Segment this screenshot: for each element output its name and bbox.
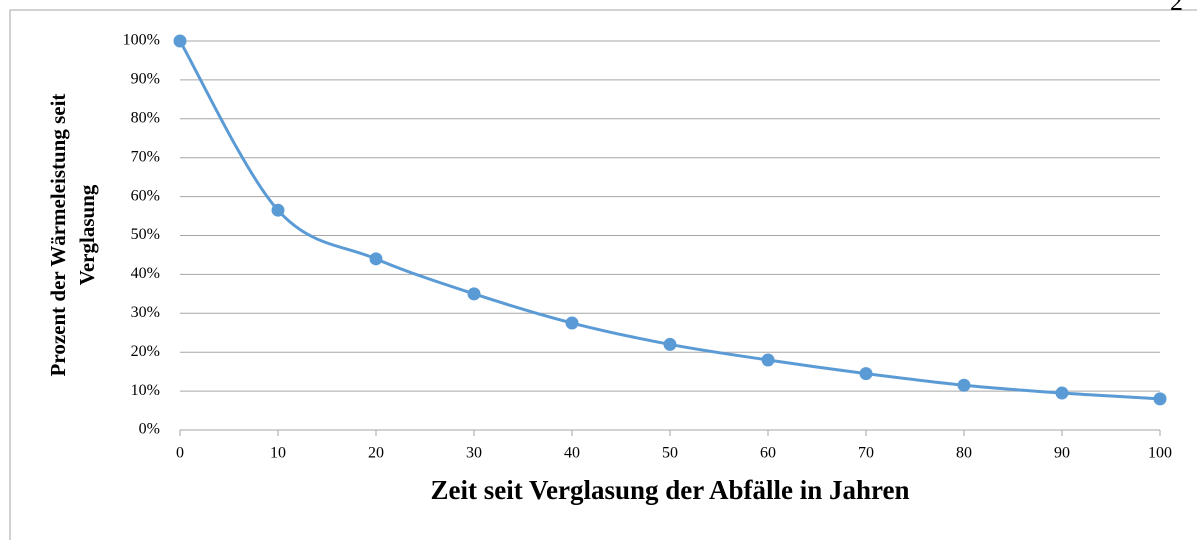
marker	[467, 287, 481, 301]
x-tick-label: 40	[564, 445, 580, 462]
y-tick-label: 90%	[131, 71, 160, 88]
y-tick-label: 80%	[131, 109, 160, 126]
y-axis-title: Verglasung	[75, 184, 99, 285]
x-tick-label: 80	[956, 445, 972, 462]
x-tick-label: 100	[1148, 445, 1172, 462]
y-tick-label: 40%	[131, 265, 160, 282]
marker	[1055, 386, 1069, 400]
marker	[369, 252, 383, 266]
y-tick-label: 100%	[123, 32, 160, 49]
marker	[173, 34, 187, 48]
x-tick-label: 0	[176, 445, 184, 462]
chart-frame	[9, 9, 1197, 540]
x-tick-label: 30	[466, 445, 482, 462]
x-tick-label: 60	[760, 445, 776, 462]
y-tick-label: 70%	[131, 148, 160, 165]
y-tick-label: 30%	[131, 304, 160, 321]
marker	[1153, 392, 1167, 406]
y-tick-label: 0%	[139, 421, 160, 438]
x-tick-label: 90	[1054, 445, 1070, 462]
marker	[761, 353, 775, 367]
y-tick-label: 50%	[131, 226, 160, 243]
marker	[957, 378, 971, 392]
x-tick-label: 10	[270, 445, 286, 462]
page-number: 2	[1170, 0, 1183, 16]
x-axis-title: Zeit seit Verglasung der Abfälle in Jahr…	[430, 475, 909, 505]
marker	[859, 367, 873, 381]
y-axis-title: Prozent der Wärmeleistung seit	[46, 94, 70, 377]
marker	[565, 316, 579, 330]
x-tick-label: 70	[858, 445, 874, 462]
y-tick-label: 60%	[131, 187, 160, 204]
y-tick-label: 10%	[131, 382, 160, 399]
marker	[663, 337, 677, 351]
marker	[271, 203, 285, 217]
x-tick-label: 50	[662, 445, 678, 462]
x-tick-label: 20	[368, 445, 384, 462]
line	[178, 40, 1161, 401]
y-tick-label: 20%	[131, 343, 160, 360]
